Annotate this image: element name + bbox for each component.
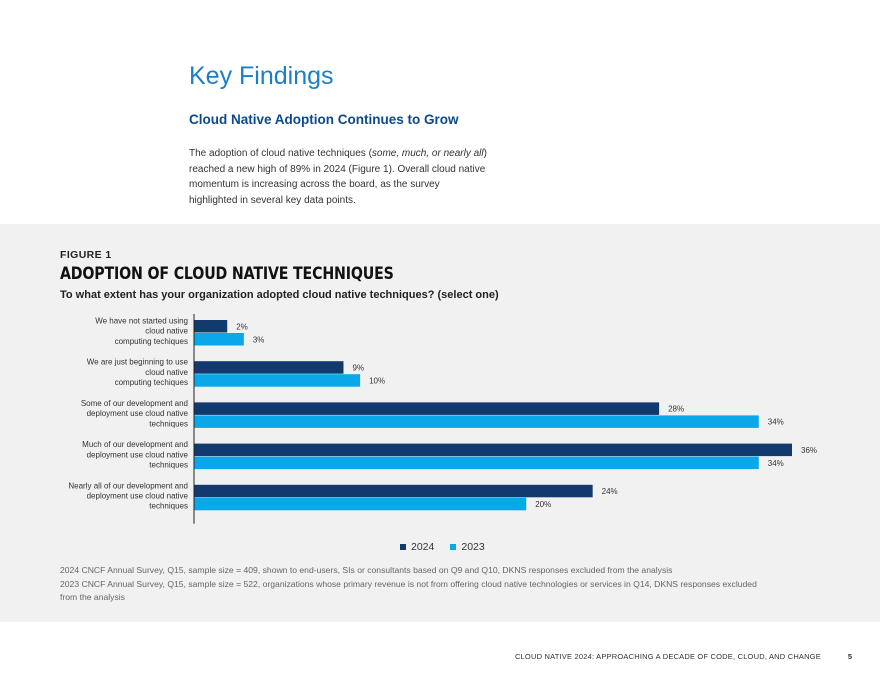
- section-heading: Cloud Native Adoption Continues to Grow: [189, 112, 459, 127]
- data-label-2023: 20%: [535, 500, 551, 509]
- figure-title: ADOPTION OF CLOUD NATIVE TECHNIQUES: [60, 264, 394, 283]
- page-number: 5: [847, 652, 852, 661]
- data-label-2023: 34%: [768, 459, 784, 468]
- bar-2024: [194, 361, 344, 374]
- note-2023: 2023 CNCF Annual Survey, Q15, sample siz…: [60, 578, 757, 603]
- data-label-2023: 3%: [253, 335, 265, 344]
- legend-swatch-2023: [450, 544, 457, 550]
- intro-paragraph: The adoption of cloud native techniques …: [189, 146, 489, 208]
- legend-item-2023: 2023: [450, 541, 485, 553]
- legend-swatch-2024: [400, 544, 406, 550]
- footer-title: CLOUD NATIVE 2024: APPROACHING A DECADE …: [514, 652, 821, 661]
- data-label-2024: 9%: [353, 363, 365, 372]
- chart-legend: 2024 2023: [400, 541, 485, 553]
- bar-2024: [194, 320, 228, 333]
- data-label-2024: 36%: [801, 446, 817, 455]
- category-label: We have not started using cloud native com…: [95, 317, 188, 346]
- adoption-bar-chart: We have not started using cloud native com…: [68, 314, 817, 524]
- bar-2023: [194, 456, 759, 470]
- category-label: Some of our development and deployment us…: [81, 399, 189, 428]
- category-label: Much of our development and deployment us…: [82, 440, 188, 469]
- bar-2023: [194, 497, 527, 511]
- bar-2024: [194, 443, 792, 457]
- legend-label-2023: 2023: [461, 541, 485, 553]
- figure-label: FIGURE 1: [60, 249, 112, 261]
- bar-2023: [194, 333, 244, 346]
- legend-item-2024: 2024: [400, 541, 434, 553]
- page-title: Key Findings: [189, 62, 334, 90]
- intro-text-emphasis: some, much, or nearly all: [371, 148, 484, 159]
- legend-label-2024: 2024: [411, 541, 435, 553]
- bar-2024: [194, 484, 593, 498]
- figure-notes: 2024 CNCF Annual Survey, Q15, sample siz…: [60, 564, 760, 605]
- intro-text-end: ) reached a new high of 89% in 2024 (Fig…: [189, 148, 487, 206]
- data-label-2023: 34%: [768, 418, 784, 427]
- bar-2024: [194, 402, 660, 415]
- figure-question: To what extent has your organization ado…: [60, 289, 499, 301]
- data-label-2024: 24%: [602, 487, 618, 496]
- bar-2023: [194, 415, 759, 428]
- data-label-2024: 2%: [236, 322, 248, 331]
- intro-text-start: The adoption of cloud native techniques …: [189, 148, 372, 159]
- note-2024: 2024 CNCF Annual Survey, Q15, sample siz…: [60, 565, 673, 575]
- category-label: We are just beginning to use cloud native…: [87, 358, 189, 387]
- bar-2023: [194, 374, 361, 387]
- figure-panel: FIGURE 1 ADOPTION OF CLOUD NATIVE TECHNI…: [0, 224, 880, 622]
- category-label: Nearly all of our development and deploym…: [68, 481, 188, 510]
- data-label-2023: 10%: [369, 376, 385, 385]
- data-label-2024: 28%: [668, 405, 684, 414]
